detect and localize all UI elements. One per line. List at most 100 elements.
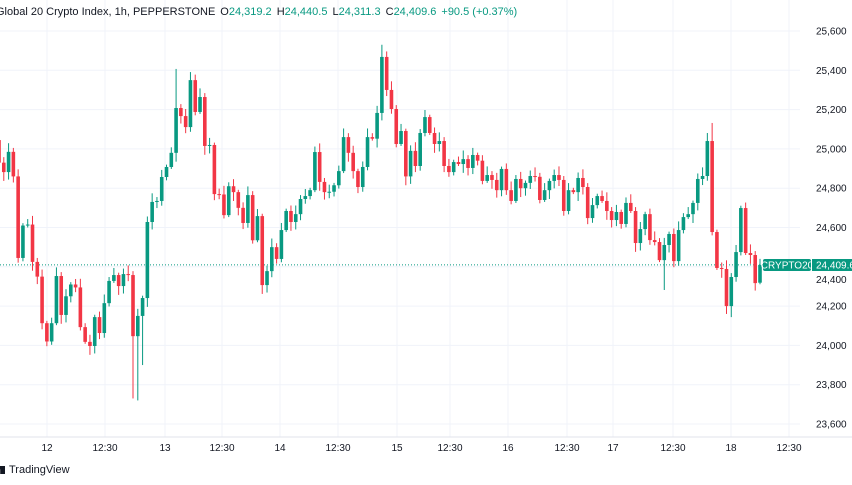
candle-body bbox=[6, 151, 11, 173]
candle-up bbox=[169, 147, 174, 169]
candle-up bbox=[681, 213, 686, 234]
candle-down bbox=[538, 172, 542, 204]
candle-down bbox=[183, 109, 188, 134]
candle-body bbox=[734, 252, 738, 278]
candle-body bbox=[485, 175, 489, 181]
candle-down bbox=[432, 127, 437, 153]
candle-up bbox=[638, 221, 643, 251]
candle-up bbox=[226, 182, 231, 218]
candle-body bbox=[389, 89, 394, 110]
candle-body bbox=[54, 276, 59, 324]
candle-body bbox=[0, 140, 1, 163]
candle-body bbox=[145, 221, 150, 299]
candle-body bbox=[121, 274, 126, 287]
candle-down bbox=[628, 194, 633, 213]
candle-body bbox=[590, 205, 595, 219]
candle-body bbox=[313, 152, 317, 191]
tradingview-branding[interactable]: TradingView bbox=[0, 464, 70, 476]
candle-down bbox=[504, 163, 509, 195]
candle-body bbox=[327, 191, 332, 193]
candle-up bbox=[624, 197, 628, 228]
candle-down bbox=[317, 143, 322, 191]
candle-down bbox=[35, 257, 40, 285]
candle-down bbox=[518, 171, 523, 198]
candle-body bbox=[643, 214, 647, 230]
candle-up bbox=[590, 198, 595, 223]
candle-body bbox=[408, 150, 413, 177]
candle-up bbox=[246, 186, 250, 228]
candle-down bbox=[16, 169, 20, 263]
candle-body bbox=[11, 151, 16, 177]
candle-body bbox=[356, 171, 360, 188]
candle-up bbox=[49, 317, 54, 345]
candle-body bbox=[116, 275, 121, 287]
candle-body bbox=[514, 178, 518, 201]
price-axis[interactable]: 25,600 25,400 25,200 25,000 24,800 24,600 24,4… bbox=[816, 27, 847, 431]
candle-up bbox=[542, 183, 547, 202]
candle-down bbox=[97, 311, 102, 340]
candle-up bbox=[758, 258, 762, 285]
time-tick-label: 15 bbox=[391, 443, 403, 454]
candle-body bbox=[332, 185, 336, 192]
candle-up bbox=[337, 165, 341, 189]
candle-body bbox=[605, 200, 609, 211]
candle-body bbox=[561, 179, 566, 211]
candle-body bbox=[246, 195, 250, 223]
candle-body bbox=[700, 176, 705, 179]
candles bbox=[0, 44, 762, 401]
candle-up bbox=[451, 159, 456, 176]
candle-body bbox=[557, 175, 561, 180]
candle-up bbox=[667, 231, 671, 253]
candle-down bbox=[719, 262, 724, 278]
candle-body bbox=[461, 159, 466, 165]
candle-body bbox=[174, 108, 178, 153]
price-tick-label: 24,400 bbox=[816, 275, 847, 286]
candle-body bbox=[552, 175, 556, 181]
candle-body bbox=[533, 176, 537, 178]
last-price-value: 24,409.6 bbox=[816, 261, 852, 272]
candle-body bbox=[614, 211, 619, 221]
time-tick-label: 17 bbox=[607, 443, 619, 454]
candle-down bbox=[509, 181, 513, 205]
candle-body bbox=[710, 141, 714, 233]
candle-body bbox=[370, 137, 375, 139]
candle-up bbox=[595, 193, 600, 209]
candle-up bbox=[341, 128, 346, 174]
candle-body bbox=[198, 97, 202, 112]
candle-body bbox=[88, 341, 92, 346]
candle-body bbox=[59, 276, 64, 315]
candle-up bbox=[523, 180, 528, 196]
candle-body bbox=[748, 253, 753, 256]
candle-down bbox=[605, 192, 609, 220]
candle-body bbox=[30, 224, 35, 262]
candle-up bbox=[332, 182, 336, 197]
candle-body bbox=[739, 208, 743, 253]
candle-body bbox=[222, 194, 226, 216]
candle-body bbox=[217, 194, 221, 196]
candle-body bbox=[265, 271, 269, 286]
candle-down bbox=[672, 228, 676, 268]
candle-down bbox=[456, 156, 461, 166]
candle-body bbox=[169, 152, 174, 167]
candle-up bbox=[102, 294, 107, 338]
candle-up bbox=[298, 195, 303, 221]
candle-down bbox=[241, 202, 245, 230]
candle-down bbox=[289, 205, 293, 231]
candle-body bbox=[260, 216, 265, 286]
candle-body bbox=[64, 296, 68, 315]
candle-body bbox=[236, 192, 241, 208]
candle-down bbox=[203, 93, 207, 155]
candle-up bbox=[140, 295, 145, 366]
candle-body bbox=[193, 80, 198, 112]
candle-down bbox=[753, 251, 758, 291]
candle-up bbox=[461, 150, 466, 173]
candle-down bbox=[11, 147, 16, 183]
candle-up bbox=[135, 308, 140, 401]
candle-down bbox=[494, 172, 499, 198]
candle-down bbox=[748, 244, 753, 264]
candle-body bbox=[308, 190, 312, 197]
candle-down bbox=[490, 171, 494, 189]
time-axis[interactable]: 12 12:30 13 12:30 14 12:30 15 12:30 16 12:30 17 12:… bbox=[41, 443, 802, 454]
candle-body bbox=[351, 152, 355, 172]
